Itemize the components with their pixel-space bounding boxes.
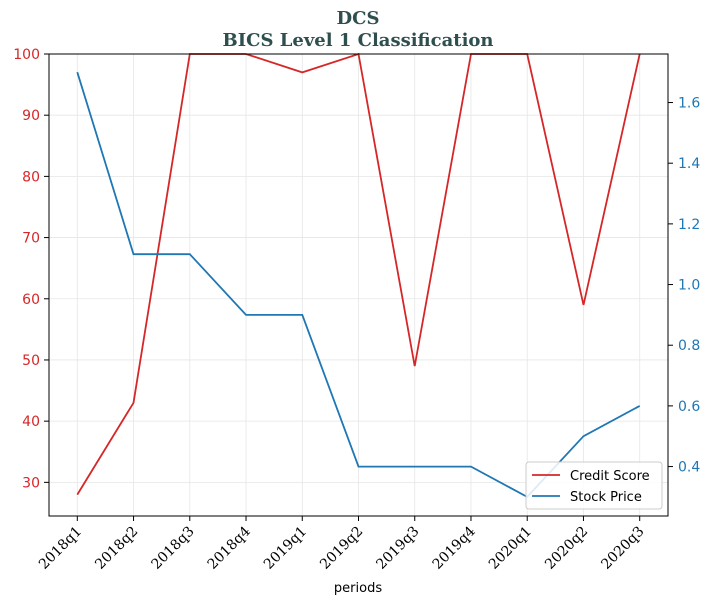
legend-box [525,461,663,510]
y-left-tick-label: 60 [22,292,40,308]
legend-label: Credit Score [570,469,650,484]
x-tick-label: 2018q4 [205,523,254,572]
y-right-tick-label: 0.4 [678,460,700,476]
y-right-tick-label: 1.4 [678,156,700,172]
x-tick-label: 2020q1 [486,524,535,573]
x-tick-label: 2019q2 [317,524,366,573]
y-left-tick-label: 100 [13,47,40,63]
y-right-tick-label: 1.6 [678,96,700,112]
y-right-tick-label: 0.6 [678,399,700,415]
x-tick-label: 2020q2 [542,524,591,573]
x-axis-label: periods [334,581,382,596]
x-tick-label: 2020q3 [598,524,647,573]
chart-title: DCS [337,8,380,29]
x-tick-label: 2019q4 [430,523,479,572]
x-tick-label: 2019q1 [261,524,310,573]
y-right-tick-label: 0.8 [678,338,700,354]
legend-label: Stock Price [570,490,642,505]
y-left-tick-label: 50 [22,353,40,369]
grid [49,53,668,516]
x-tick-label: 2019q3 [373,524,422,573]
y-right-tick-label: 1.0 [678,278,700,294]
legend: Credit Score Stock Price [525,461,663,510]
y-left-tick-label: 80 [22,169,40,185]
y-right-tick-label: 1.2 [678,217,700,233]
x-tick-label: 2018q3 [148,524,197,573]
x-tick-label: 2018q1 [36,524,85,573]
y-left-tick-label: 30 [22,475,40,491]
y-left-tick-label: 70 [22,231,40,247]
y-left-tick-label: 40 [22,414,40,430]
chart-subtitle: BICS Level 1 Classification [222,30,493,51]
y-left-tick-label: 90 [22,108,40,124]
x-tick-label: 2018q2 [92,524,141,573]
